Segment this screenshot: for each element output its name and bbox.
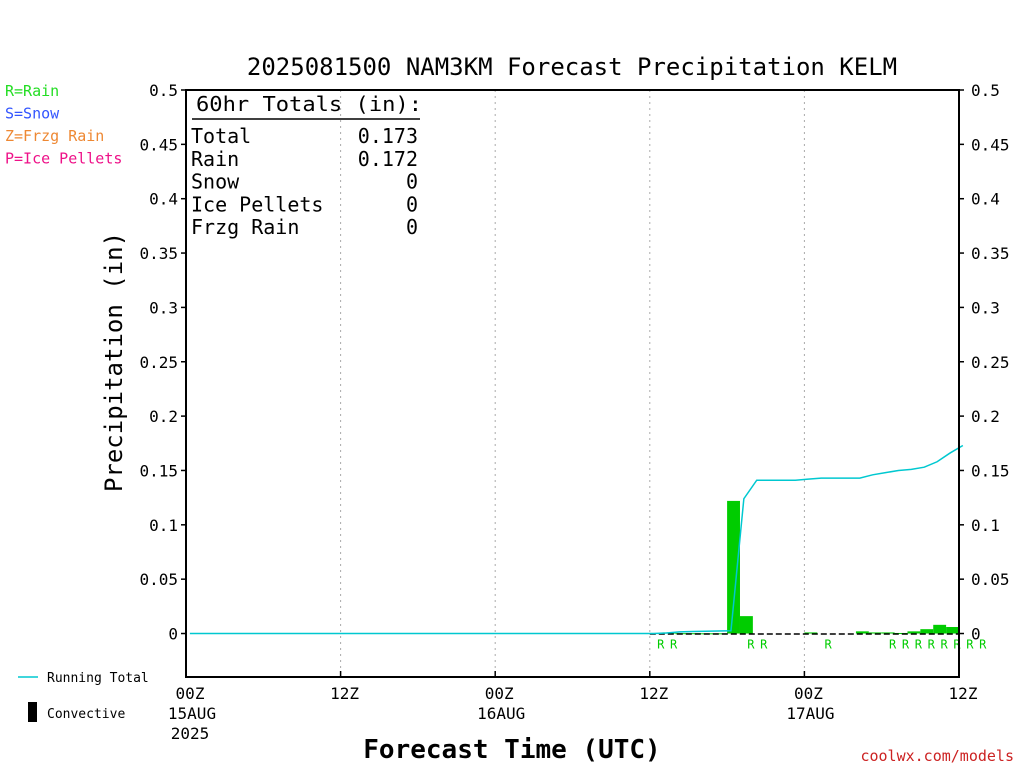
y-tick-label-right: 0.5 <box>971 81 1000 100</box>
y-axis-ticks: 0 00.05 0.050.1 0.10.15 0.150.2 0.20.25 0.250.… <box>139 81 1009 644</box>
totals-label: Rain <box>191 147 239 171</box>
ptype-marker: R <box>825 638 833 652</box>
ptype-legend-item: R=Rain <box>5 82 59 100</box>
y-tick-label-right: 0.4 <box>971 190 1000 209</box>
y-tick-label-right: 0.05 <box>971 570 1010 589</box>
totals-label: Ice Pellets <box>191 192 323 216</box>
rain-bar <box>920 629 934 634</box>
rain-bars <box>649 500 959 635</box>
y-tick-label-left: 0.5 <box>149 81 178 100</box>
totals-rows: Total 0.173 Rain 0.172 Snow 0 Ice Pellets 0 Frzg… <box>191 124 418 239</box>
ptype-legend: R=Rain S=Snow Z=Frzg Rain P=Ice Pellets <box>5 82 122 168</box>
ptype-marker: R <box>657 638 665 652</box>
plot-frame <box>185 89 960 678</box>
rain-bar <box>739 616 753 634</box>
rain-bar <box>946 626 959 634</box>
x-tick-label: 00Z <box>485 684 514 703</box>
y-tick-label-left: 0 <box>168 625 178 644</box>
ptype-legend-item: P=Ice Pellets <box>5 150 122 168</box>
credit-text: coolwx.com/models <box>860 747 1014 765</box>
x-tick-label: 12Z <box>330 684 359 703</box>
ptype-marker: R <box>966 638 974 652</box>
x-tick-date: 15AUG <box>168 704 216 723</box>
y-tick-label-right: 0.3 <box>971 298 1000 317</box>
y-tick-label-right: 0.2 <box>971 407 1000 426</box>
x-tick-label: 00Z <box>176 684 205 703</box>
y-tick-label-right: 0.15 <box>971 461 1010 480</box>
legend-label: Running Total <box>47 671 149 686</box>
y-tick-label-left: 0.4 <box>149 190 178 209</box>
y-axis-label: Precipitation (in) <box>100 232 128 492</box>
totals-box: 60hr Totals (in): Total 0.173 Rain 0.172 Sno… <box>191 92 422 239</box>
rain-bar <box>881 632 895 634</box>
ptype-marker: R <box>928 638 936 652</box>
running-total-line <box>189 444 964 635</box>
y-tick-label-left: 0.15 <box>139 461 178 480</box>
x-tick-label: 00Z <box>794 684 823 703</box>
y-tick-label-right: 0.45 <box>971 135 1010 154</box>
rain-bar <box>855 631 869 634</box>
x-tick-label: 12Z <box>639 684 668 703</box>
ptype-marker: R <box>953 638 961 652</box>
totals-heading: 60hr Totals (in): <box>196 92 422 116</box>
totals-value: 0.173 <box>358 124 418 148</box>
y-tick-label-left: 0.1 <box>149 516 178 535</box>
y-tick-label-left: 0.3 <box>149 298 178 317</box>
y-tick-label-right: 0 <box>971 625 981 644</box>
x-axis-label: Forecast Time (UTC) <box>363 735 660 765</box>
totals-label: Snow <box>191 170 240 194</box>
totals-value: 0 <box>406 192 418 216</box>
x-tick-label: 12Z <box>949 684 978 703</box>
bottom-legend: Running Total Convective <box>18 671 149 722</box>
y-tick-label-left: 0.45 <box>139 135 178 154</box>
ptype-marker: R <box>940 638 948 652</box>
totals-value: 0 <box>406 215 418 239</box>
y-tick-label-left: 0.25 <box>139 353 178 372</box>
rain-bar <box>933 624 947 634</box>
totals-label: Frzg Rain <box>191 215 299 239</box>
x-tick-year: 2025 <box>171 724 210 743</box>
rain-bar <box>804 632 818 634</box>
rain-bar <box>894 632 908 634</box>
ptype-marker: R <box>760 638 768 652</box>
ptype-marker: R <box>902 638 910 652</box>
ptype-marker: R <box>889 638 897 652</box>
rain-bar <box>907 631 921 634</box>
grid-lines <box>340 90 805 677</box>
y-tick-label-left: 0.35 <box>139 244 178 263</box>
rain-bar <box>727 500 740 634</box>
rain-bar <box>868 632 882 634</box>
totals-label: Total <box>191 124 251 148</box>
ptype-marker: R <box>747 638 755 652</box>
legend-bar-swatch <box>28 702 37 722</box>
y-tick-label-left: 0.05 <box>139 570 178 589</box>
y-tick-label-right: 0.25 <box>971 353 1010 372</box>
ptype-marker: R <box>915 638 923 652</box>
x-tick-date: 16AUG <box>477 704 525 723</box>
x-tick-date: 17AUG <box>786 704 834 723</box>
legend-label: Convective <box>47 707 125 722</box>
y-tick-label-left: 0.2 <box>149 407 178 426</box>
totals-value: 0 <box>406 170 418 194</box>
running-total-polyline <box>189 444 964 635</box>
totals-value: 0.172 <box>358 147 418 171</box>
y-tick-label-right: 0.1 <box>971 516 1000 535</box>
rain-bar <box>714 633 728 635</box>
ptype-legend-item: S=Snow <box>5 105 60 123</box>
ptype-marker: R <box>670 638 678 652</box>
chart-title: 2025081500 NAM3KM Forecast Precipitation… <box>247 53 897 81</box>
ptype-marker: R <box>979 638 987 652</box>
ptype-legend-item: Z=Frzg Rain <box>5 127 104 145</box>
y-tick-label-right: 0.35 <box>971 244 1010 263</box>
